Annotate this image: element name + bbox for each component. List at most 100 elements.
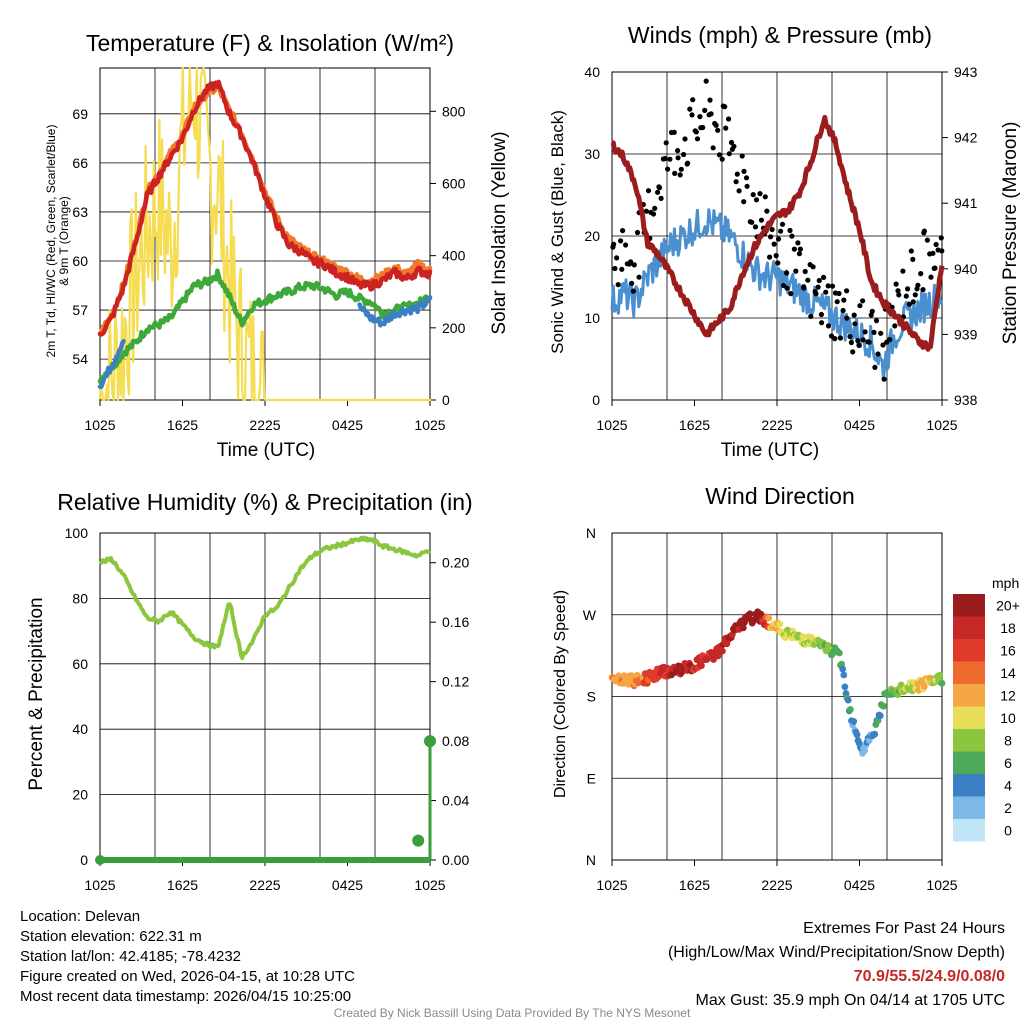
winds-y-axis-label: Sonic Wind & Gust (Blue, Black) bbox=[548, 110, 567, 354]
y-tick-label: 30 bbox=[584, 146, 600, 162]
x-tick-label: 1625 bbox=[167, 417, 198, 433]
gust-point bbox=[620, 228, 626, 234]
x-tick-label: 2225 bbox=[249, 877, 280, 893]
gust-point bbox=[726, 151, 732, 157]
gust-point bbox=[744, 183, 750, 189]
gust-point bbox=[722, 104, 728, 110]
gust-point bbox=[736, 188, 742, 194]
colorbar-swatch bbox=[953, 729, 985, 752]
colorbar-label: mph bbox=[992, 575, 1019, 591]
gust-point bbox=[681, 151, 687, 158]
gust-point bbox=[768, 234, 774, 240]
colorbar-tick-label: 16 bbox=[1000, 642, 1016, 658]
gust-point bbox=[728, 139, 735, 146]
colorbar-tick-label: 14 bbox=[1000, 665, 1016, 681]
direction-point bbox=[757, 610, 765, 618]
gust-point bbox=[700, 124, 706, 131]
gust-point bbox=[671, 129, 677, 135]
y-tick-label: 54 bbox=[72, 351, 88, 367]
series-2m-t bbox=[97, 79, 433, 337]
gust-point bbox=[713, 122, 719, 128]
y2-tick-label: 942 bbox=[954, 130, 978, 146]
gust-point bbox=[707, 97, 713, 103]
y2-tick-label: 0.12 bbox=[442, 674, 469, 690]
y2-tick-label: 938 bbox=[954, 392, 978, 408]
gust-point bbox=[844, 315, 850, 321]
gust-point bbox=[764, 208, 770, 214]
gust-point bbox=[629, 280, 635, 286]
gust-point bbox=[634, 229, 641, 236]
gust-point bbox=[823, 289, 829, 295]
x-tick-label: 1025 bbox=[84, 417, 115, 433]
series-station-pressure bbox=[610, 114, 945, 352]
series-sonic-wind bbox=[610, 208, 944, 381]
gust-point bbox=[631, 262, 637, 268]
gust-point bbox=[750, 192, 756, 198]
y-tick-label: 66 bbox=[72, 155, 88, 171]
y-tick-label: 0 bbox=[80, 852, 88, 868]
direction-point bbox=[615, 672, 622, 680]
colorbar-tick-label: 20+ bbox=[996, 597, 1020, 613]
x-tick-label: 0425 bbox=[844, 877, 875, 893]
colorbar-tick-label: 2 bbox=[1004, 800, 1012, 816]
colorbar-tick-label: 0 bbox=[1004, 822, 1012, 838]
x-tick-label: 0425 bbox=[332, 417, 363, 433]
colorbar-tick-label: 4 bbox=[1004, 777, 1012, 793]
gust-point bbox=[848, 339, 855, 346]
latlon-text: Station lat/lon: 42.4185; -78.4232 bbox=[20, 948, 242, 965]
gust-point bbox=[829, 283, 836, 289]
x-tick-label: 2225 bbox=[761, 417, 792, 433]
gust-point bbox=[618, 238, 624, 244]
gust-point bbox=[703, 78, 709, 84]
gust-point bbox=[682, 136, 688, 142]
direction-point bbox=[799, 633, 807, 641]
gust-point bbox=[855, 338, 861, 344]
gust-point bbox=[871, 329, 877, 335]
direction-point bbox=[739, 624, 747, 632]
series-hi-wc bbox=[97, 294, 433, 389]
gust-point bbox=[821, 274, 827, 280]
gust-point bbox=[697, 114, 703, 120]
x-tick-label: 1025 bbox=[926, 417, 957, 433]
gust-point bbox=[771, 241, 777, 247]
gust-point bbox=[908, 248, 914, 254]
gust-point bbox=[791, 246, 798, 252]
gust-point bbox=[802, 268, 808, 275]
gust-point bbox=[614, 255, 620, 261]
colorbar-swatch bbox=[953, 684, 985, 707]
gust-point bbox=[675, 155, 681, 161]
location-text: Location: Delevan bbox=[20, 908, 141, 925]
created-text: Figure created on Wed, 2026-04-15, at 10… bbox=[20, 968, 355, 985]
gust-point bbox=[672, 170, 678, 176]
gust-point bbox=[921, 228, 928, 234]
gust-point bbox=[862, 329, 868, 335]
gust-point bbox=[655, 189, 661, 195]
gust-point bbox=[615, 282, 621, 288]
direction-point bbox=[719, 647, 726, 655]
gust-point bbox=[650, 211, 657, 217]
direction-point bbox=[824, 642, 832, 649]
gust-point bbox=[788, 291, 794, 297]
gust-point bbox=[938, 235, 944, 241]
direction-point bbox=[853, 731, 861, 739]
direction-point bbox=[920, 682, 928, 690]
gust-point bbox=[892, 323, 898, 329]
y2-tick-label: 200 bbox=[442, 320, 466, 336]
colorbar-swatch bbox=[953, 616, 985, 639]
gust-point bbox=[762, 194, 768, 200]
gust-point bbox=[719, 156, 725, 162]
y-tick-label: 100 bbox=[65, 525, 89, 541]
y-tick-label: 69 bbox=[72, 106, 88, 122]
insolation-y-axis-label: Solar Insolation (Yellow) bbox=[489, 131, 510, 335]
gust-point bbox=[837, 335, 844, 341]
y-tick-label: 40 bbox=[584, 64, 600, 80]
gust-point bbox=[905, 286, 911, 292]
x-tick-label: 1025 bbox=[596, 417, 627, 433]
y-tick-label: 20 bbox=[72, 787, 88, 803]
temperature-y-axis-label: 2m T, Td, HI/WC (Red, Green, Scarlet/Blu… bbox=[44, 124, 71, 358]
series-solar-insolation bbox=[98, 66, 432, 402]
colorbar-tick-label: 12 bbox=[1000, 687, 1016, 703]
extremes-subheader: (High/Low/Max Wind/Precipitation/Snow De… bbox=[667, 944, 1005, 961]
gust-point bbox=[769, 226, 775, 233]
